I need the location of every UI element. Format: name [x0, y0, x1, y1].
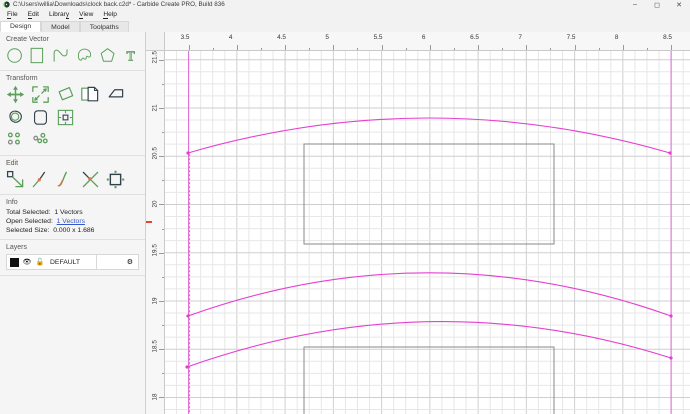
svg-text:T: T: [126, 49, 135, 64]
